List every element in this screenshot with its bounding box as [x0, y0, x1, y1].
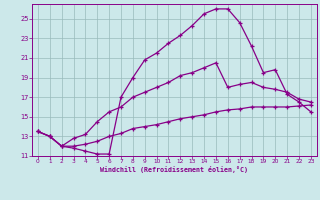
X-axis label: Windchill (Refroidissement éolien,°C): Windchill (Refroidissement éolien,°C)	[100, 166, 248, 173]
